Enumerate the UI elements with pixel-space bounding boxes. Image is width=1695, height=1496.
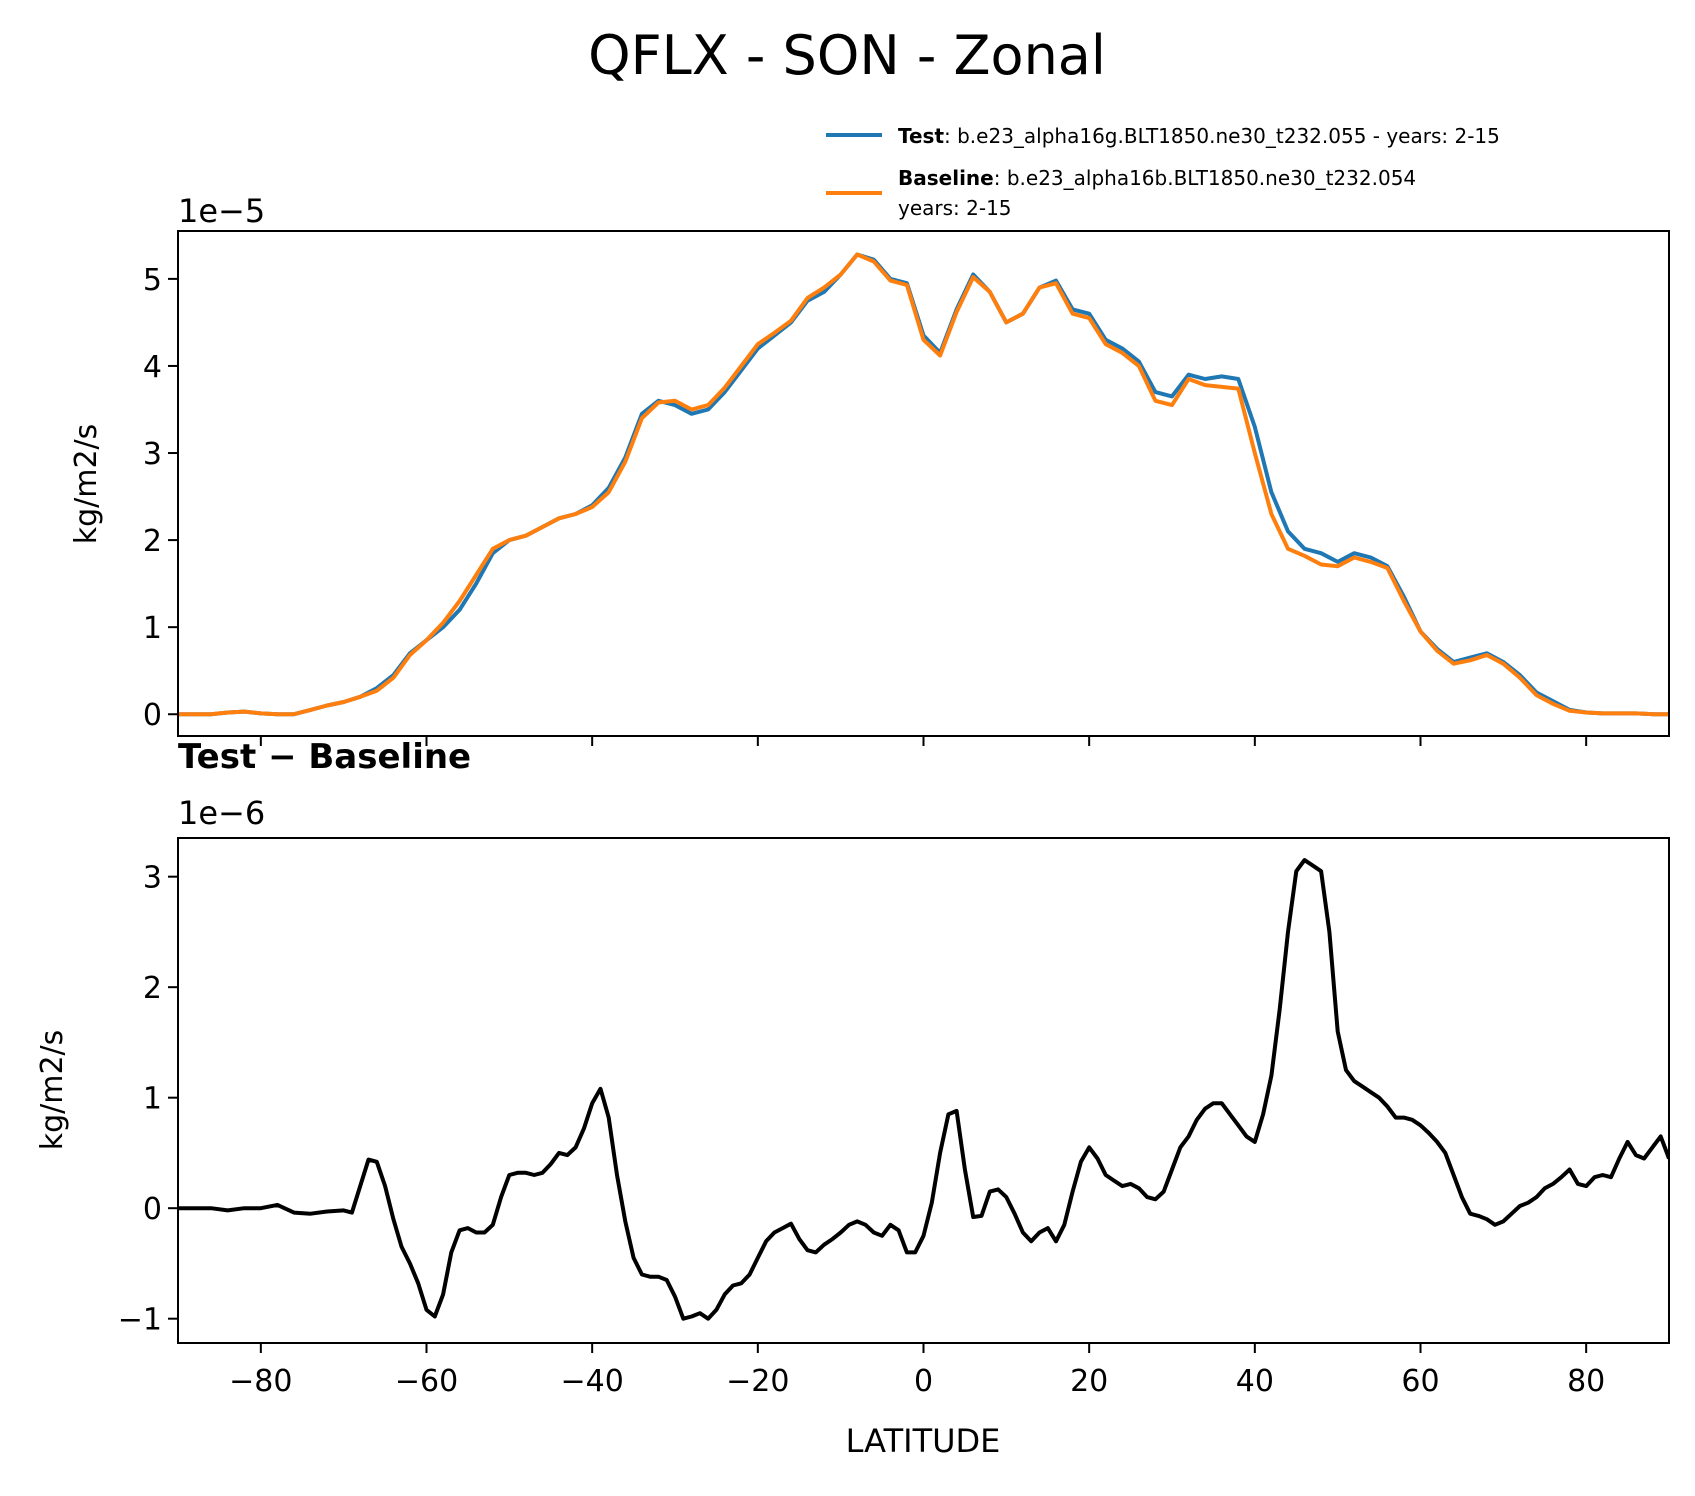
legend-baseline-name: Baseline <box>898 166 994 190</box>
test-series-line <box>178 252 1669 717</box>
bottom-scale-label: 1e−6 <box>178 794 265 832</box>
bottom-xlabel: LATITUDE <box>846 1422 1001 1460</box>
x-tick-label: −80 <box>229 1364 292 1399</box>
difference-series-line <box>178 858 1669 1321</box>
y-tick-label: 0 <box>143 698 162 733</box>
legend-label-baseline: Baseline: b.e23_alpha16b.BLT1850.ne30_t2… <box>898 166 1416 190</box>
bottom-axes-frame <box>177 837 1670 1344</box>
top-axes-frame <box>177 230 1670 737</box>
bottom-plot-lines <box>178 858 1669 1321</box>
legend-test-name: Test <box>898 124 944 148</box>
y-tick-label: 2 <box>143 971 162 1006</box>
bottom-y-ticks: −1 0 1 2 3 <box>118 861 178 1338</box>
y-tick-label: 1 <box>143 611 162 646</box>
top-y-ticks: 0 1 2 3 4 5 <box>143 263 178 733</box>
top-x-ticks <box>259 736 1588 746</box>
y-tick-label: 2 <box>143 524 162 559</box>
legend-test-desc: : b.e23_alpha16g.BLT1850.ne30_t232.055 -… <box>944 124 1500 148</box>
y-tick-label: 1 <box>143 1082 162 1117</box>
x-tick-label: −60 <box>395 1364 458 1399</box>
legend-baseline-desc: : b.e23_alpha16b.BLT1850.ne30_t232.054 <box>994 166 1416 190</box>
figure-title: QFLX - SON - Zonal <box>588 24 1106 87</box>
y-tick-label: 5 <box>143 263 162 298</box>
bottom-ylabel: kg/m2/s <box>35 1030 70 1151</box>
legend-label-baseline-line2: years: 2-15 <box>898 196 1012 220</box>
top-plot-lines <box>178 252 1669 717</box>
y-tick-label: 3 <box>143 861 162 896</box>
y-tick-label: −1 <box>118 1303 162 1338</box>
x-tick-label: 0 <box>914 1364 933 1399</box>
y-tick-label: 4 <box>143 350 162 385</box>
y-tick-label: 3 <box>143 437 162 472</box>
legend-label-test: Test: b.e23_alpha16g.BLT1850.ne30_t232.0… <box>898 124 1500 148</box>
top-ylabel: kg/m2/s <box>69 424 104 545</box>
legend: Test: b.e23_alpha16g.BLT1850.ne30_t232.0… <box>826 124 1500 220</box>
x-tick-label: 80 <box>1567 1364 1605 1399</box>
x-tick-label: 60 <box>1401 1364 1439 1399</box>
top-scale-label: 1e−5 <box>178 192 265 230</box>
x-tick-label: 20 <box>1070 1364 1108 1399</box>
x-tick-label: 40 <box>1236 1364 1274 1399</box>
x-tick-label: −40 <box>561 1364 624 1399</box>
bottom-title: Test − Baseline <box>178 737 471 777</box>
baseline-series-line <box>178 252 1669 717</box>
y-tick-label: 0 <box>143 1192 162 1227</box>
bottom-x-ticks: −80 −60 −40 −20 0 20 40 60 80 <box>229 1343 1605 1399</box>
x-tick-label: −20 <box>726 1364 789 1399</box>
